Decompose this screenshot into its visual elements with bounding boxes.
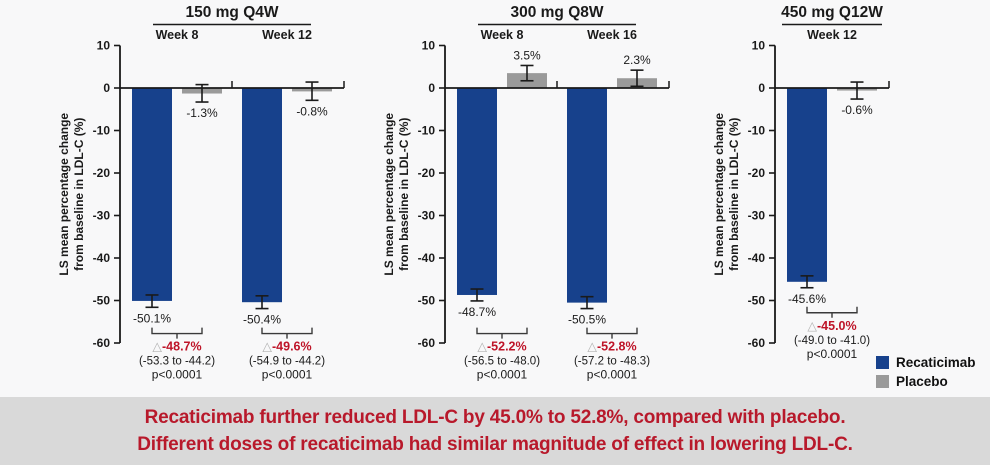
legend-label-placebo: Placebo: [896, 373, 948, 389]
bar-chart: 10 0 -10 -20 -30 -40 -50 -60 -50.1% -1.3% -50.4% -0…: [57, 4, 890, 382]
bar-value-label: -50.4%: [243, 313, 281, 327]
bar-value-label: -0.6%: [841, 103, 873, 117]
chart-legend: Recaticimab Placebo: [876, 356, 976, 393]
difference-delta: △-49.6%: [262, 340, 311, 354]
placebo-swatch-icon: [876, 374, 889, 388]
week-label: Week 12: [807, 28, 857, 42]
difference-bracket: [806, 306, 858, 318]
bar-recaticimab-week-8: [132, 88, 172, 301]
difference-p: p<0.0001: [262, 368, 313, 382]
y-tick-label: -60: [93, 336, 111, 350]
y-tick-label: -50: [93, 294, 111, 308]
week-label: Week 16: [587, 28, 637, 42]
chart-panel-1: 10 0 -10 -20 -30 -40 -50 -60 -50.1% -1.3% -50.4% -0…: [57, 4, 345, 382]
week-label: Week 8: [481, 28, 524, 42]
panel-title: 150 mg Q4W: [185, 4, 278, 21]
difference-delta: △-45.0%: [807, 319, 856, 333]
difference-bracket: [261, 327, 313, 339]
bar-value-label: -50.5%: [568, 313, 606, 327]
summary-banner: Recaticimab further reduced LDL-C by 45.…: [0, 397, 990, 465]
y-axis-label: from baseline in LDL-C (%): [727, 118, 741, 271]
y-axis-label: from baseline in LDL-C (%): [397, 118, 411, 271]
difference-ci: (-56.5 to -48.0): [464, 356, 540, 368]
difference-ci: (-54.9 to -44.2): [249, 356, 325, 368]
bar-recaticimab-week-8: [457, 88, 497, 295]
week-label: Week 12: [262, 28, 312, 42]
y-tick-label: -30: [748, 209, 766, 223]
y-tick-label: -60: [418, 336, 436, 350]
difference-ci: (-53.3 to -44.2): [139, 356, 215, 368]
y-tick-label: -30: [418, 209, 436, 223]
y-tick-label: -30: [93, 209, 111, 223]
y-tick-label: 10: [752, 39, 766, 53]
difference-bracket: [586, 327, 638, 339]
bar-recaticimab-week-12: [242, 88, 282, 303]
difference-delta: △-52.2%: [477, 340, 526, 354]
bar-value-label: -0.8%: [296, 104, 328, 118]
difference-delta: △-52.8%: [587, 340, 636, 354]
y-axis-label: LS mean percentage change: [57, 113, 71, 276]
y-tick-label: -10: [748, 124, 766, 138]
difference-p: p<0.0001: [477, 368, 528, 382]
recaticimab-swatch-icon: [876, 356, 889, 370]
legend-item-placebo: Placebo: [876, 373, 976, 389]
difference-ci: (-49.0 to -41.0): [794, 335, 870, 347]
bar-value-label: -50.1%: [133, 311, 171, 325]
bar-value-label: 2.3%: [623, 53, 651, 67]
y-tick-label: 10: [422, 39, 436, 53]
banner-line-2: Different doses of recaticimab had simil…: [137, 434, 853, 455]
legend-label-recaticimab: Recaticimab: [896, 355, 976, 370]
y-tick-label: -20: [418, 166, 436, 180]
bar-value-label: -1.3%: [186, 106, 218, 120]
week-label: Week 8: [156, 28, 199, 42]
bar-recaticimab-week-16: [567, 88, 607, 303]
y-tick-label: -60: [748, 336, 766, 350]
bar-value-label: -45.6%: [788, 292, 826, 306]
difference-bracket: [476, 327, 528, 339]
y-tick-label: 10: [97, 39, 111, 53]
y-tick-label: -20: [93, 166, 111, 180]
difference-delta: △-48.7%: [152, 340, 201, 354]
banner-line-1: Recaticimab further reduced LDL-C by 45.…: [144, 407, 846, 428]
difference-bracket: [151, 327, 203, 339]
y-tick-label: 0: [103, 81, 110, 95]
chart-panel-2: 10 0 -10 -20 -30 -40 -50 -60 -48.7% 3.5% -50.5% 2.3…: [382, 4, 670, 382]
y-tick-label: -10: [93, 124, 111, 138]
bar-value-label: -48.7%: [458, 305, 496, 319]
bar-value-label: 3.5%: [513, 48, 541, 62]
panel-title: 450 mg Q12W: [781, 4, 883, 21]
y-tick-label: -20: [748, 166, 766, 180]
y-tick-label: 0: [428, 81, 435, 95]
y-tick-label: 0: [758, 81, 765, 95]
y-tick-label: -10: [418, 124, 436, 138]
difference-p: p<0.0001: [587, 368, 638, 382]
legend-item-recaticimab: Recaticimab: [876, 356, 976, 370]
bar-recaticimab-week-12: [787, 88, 827, 282]
difference-ci: (-57.2 to -48.3): [574, 356, 650, 368]
y-axis-label: LS mean percentage change: [712, 113, 726, 276]
chart-panel-3: 10 0 -10 -20 -30 -40 -50 -60 -45.6% -0.6% 450 mg Q…: [712, 4, 890, 361]
y-tick-label: -40: [418, 251, 436, 265]
y-tick-label: -40: [748, 251, 766, 265]
panel-title: 300 mg Q8W: [510, 4, 603, 21]
difference-p: p<0.0001: [807, 347, 858, 361]
y-axis-label: LS mean percentage change: [382, 113, 396, 276]
y-tick-label: -50: [748, 294, 766, 308]
y-tick-label: -50: [418, 294, 436, 308]
difference-p: p<0.0001: [152, 368, 203, 382]
y-axis-label: from baseline in LDL-C (%): [72, 118, 86, 271]
y-tick-label: -40: [93, 251, 111, 265]
